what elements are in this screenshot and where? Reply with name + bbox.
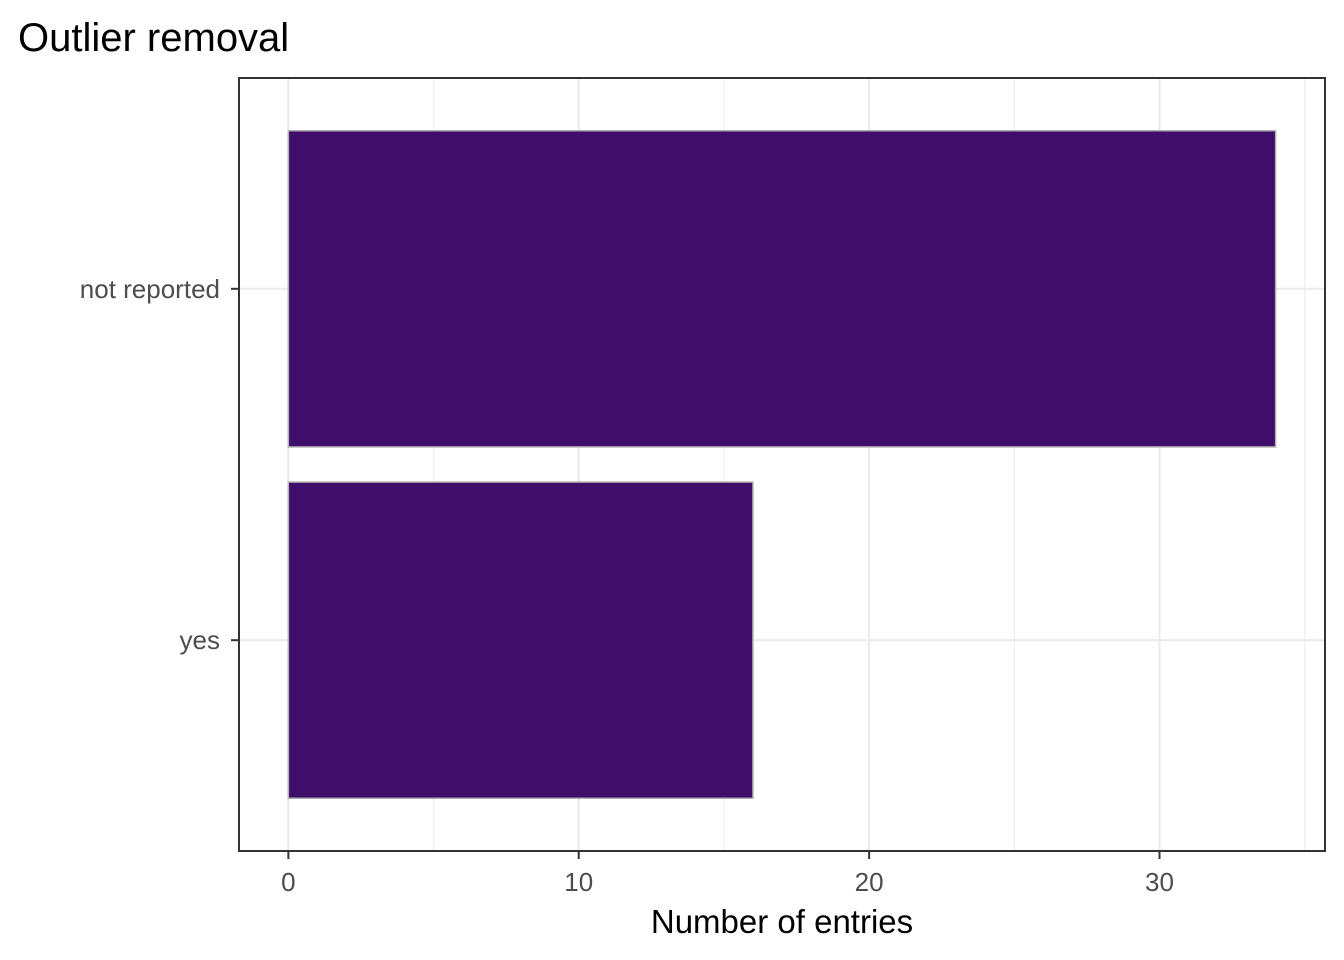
x-tick-label: 30 <box>1145 867 1174 897</box>
y-tick-label: yes <box>180 625 220 655</box>
x-tick-label: 20 <box>855 867 884 897</box>
bar-not-reported <box>287 129 1277 448</box>
bar-yes <box>287 481 754 800</box>
y-tick-label: not reported <box>80 274 220 304</box>
chart-title: Outlier removal <box>18 16 289 60</box>
x-tick-label: 0 <box>281 867 295 897</box>
y-axis: not reported yes <box>80 274 239 655</box>
bars <box>287 129 1277 800</box>
x-tick-label: 10 <box>564 867 593 897</box>
x-axis-title: Number of entries <box>651 903 913 940</box>
x-axis: 0 10 20 30 <box>281 851 1174 897</box>
plot-panel-border <box>238 77 1326 852</box>
